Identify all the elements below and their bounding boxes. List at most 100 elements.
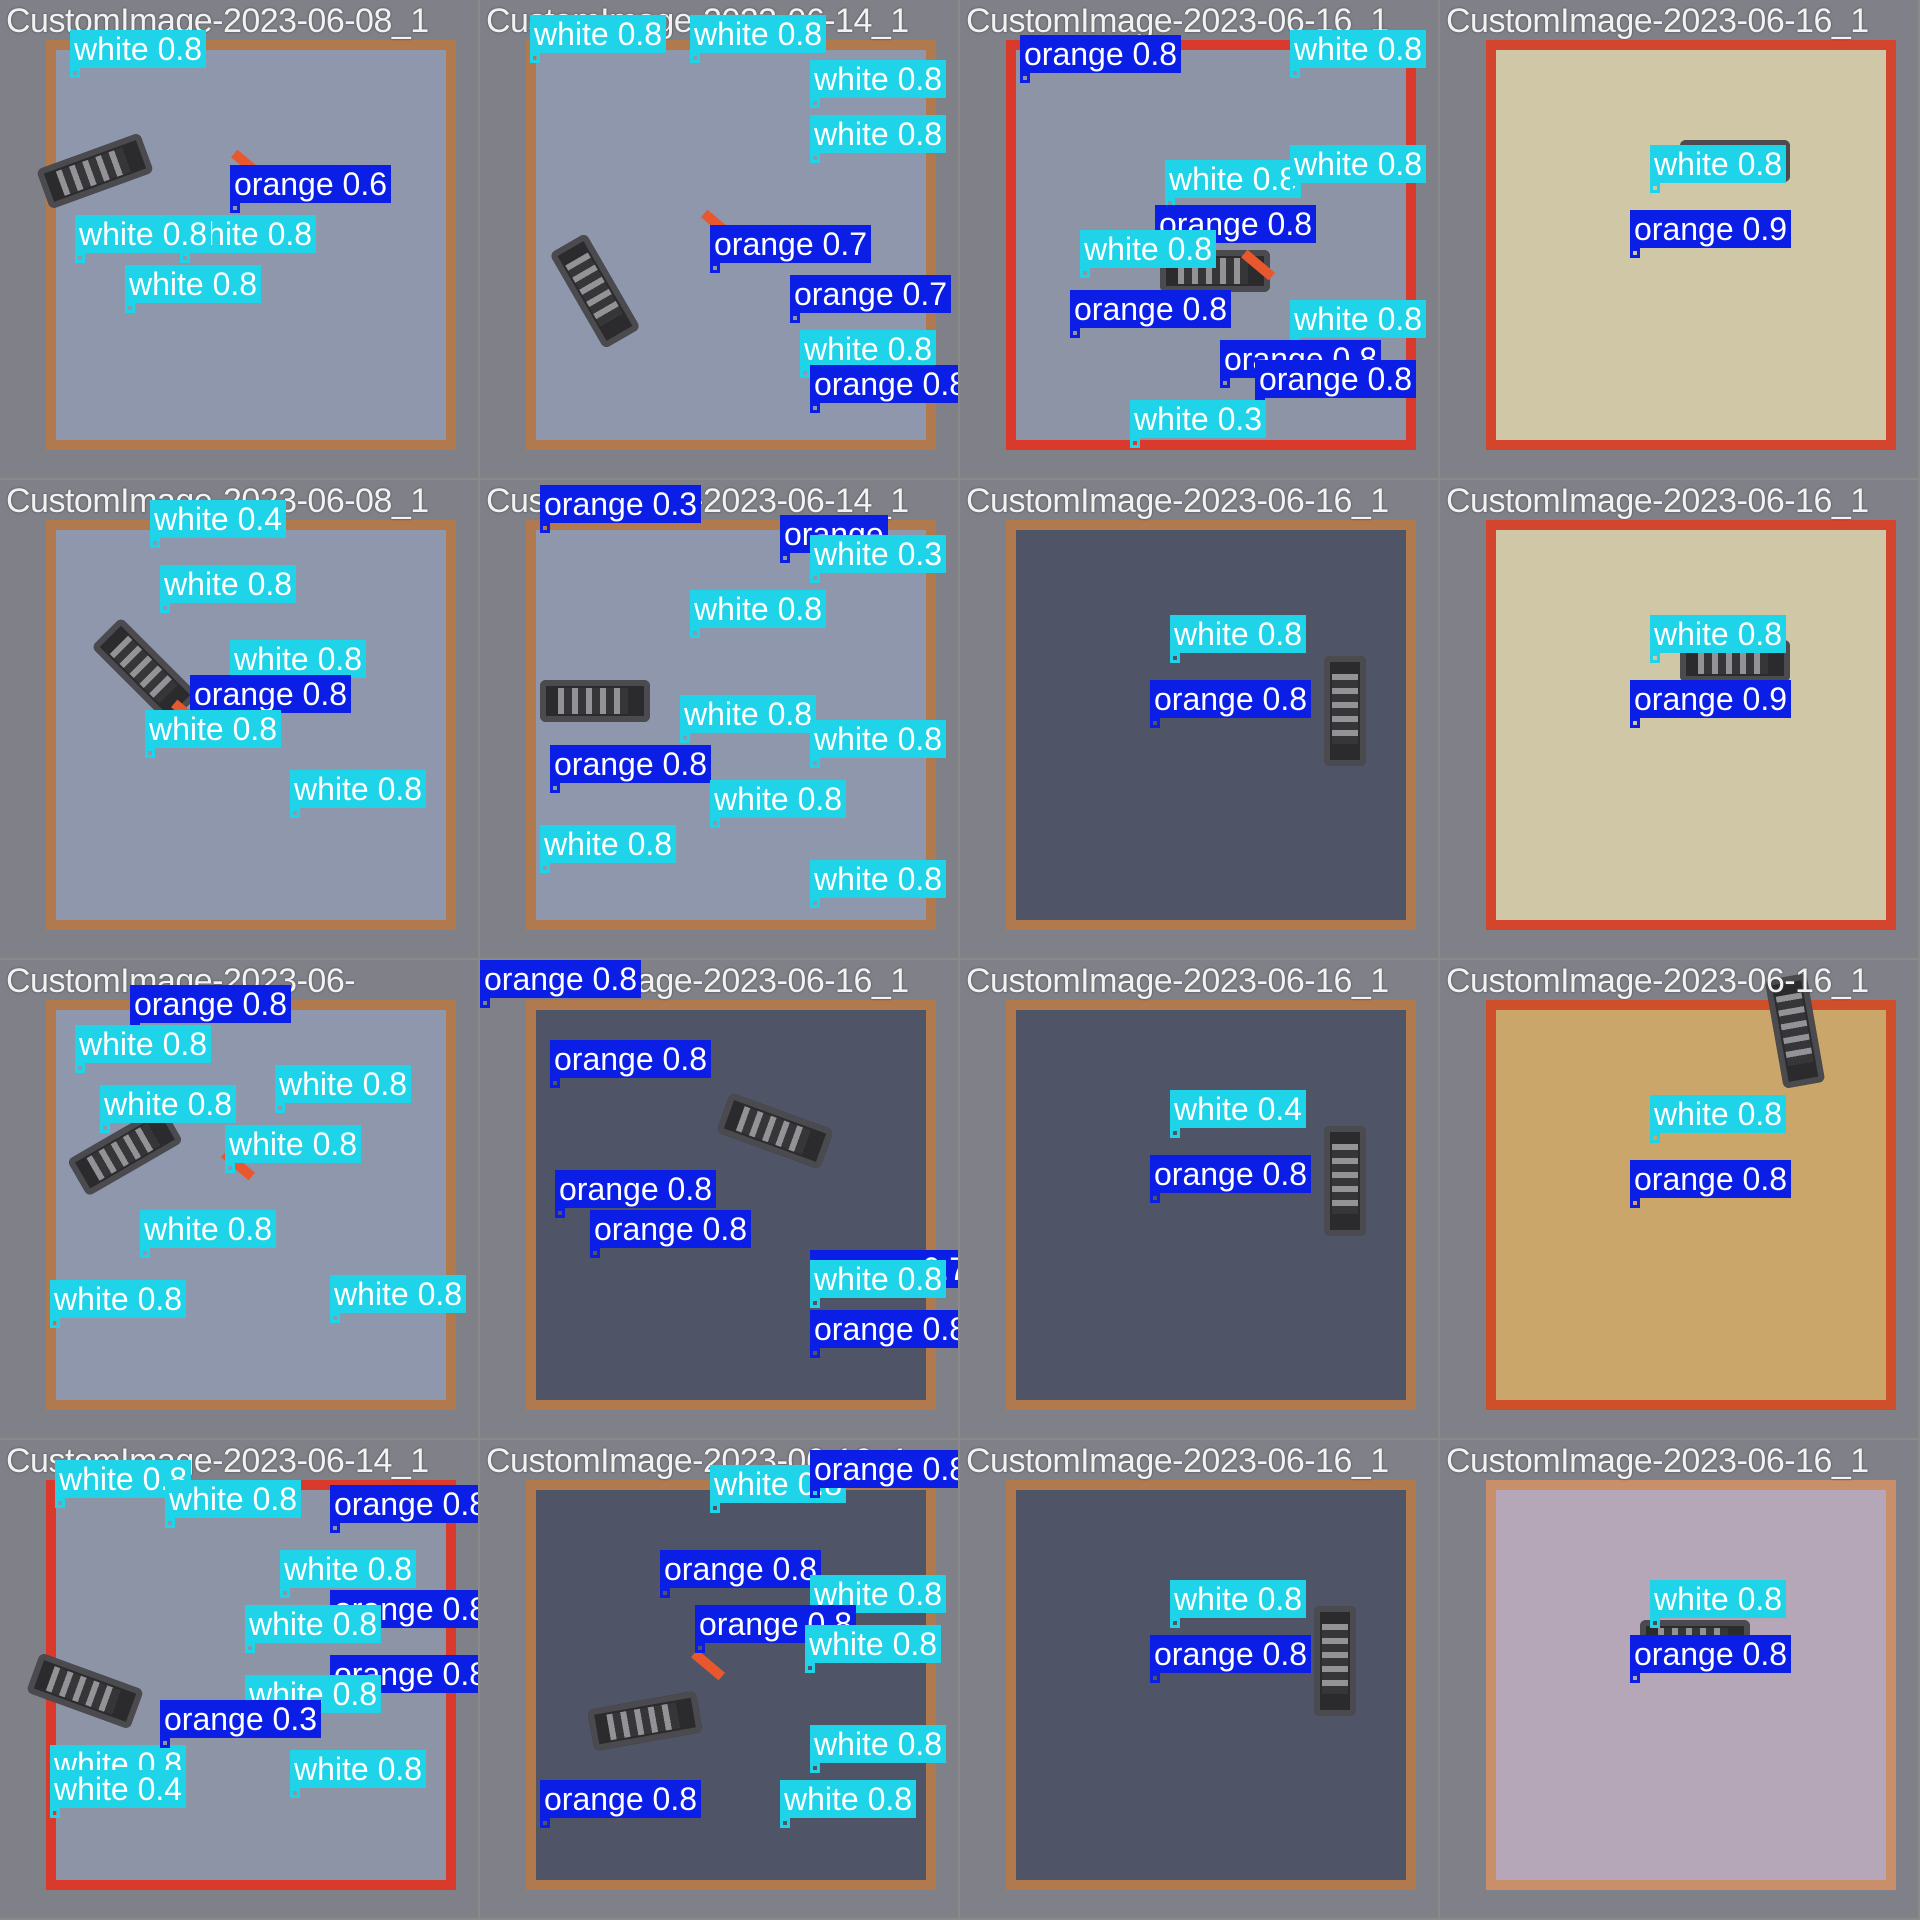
image-tile: CustomImage-2023-06-16_1 white 0.8 orange … — [1440, 1440, 1918, 1918]
image-tile: CustomImage-2023-06-16_1 white 0.8 orange … — [480, 1440, 958, 1918]
detection-box — [75, 1063, 85, 1073]
detection-box — [810, 1763, 820, 1773]
detection-label: orange 0.8 — [1020, 35, 1182, 73]
detection-box — [1630, 1198, 1640, 1208]
detection-label: white 0.8 — [70, 30, 207, 68]
detection-box — [140, 1248, 150, 1258]
detection-label: white 0.8 — [165, 1480, 302, 1518]
detection-label: orange 0.8 — [540, 1780, 702, 1818]
detection-label: white 0.8 — [800, 330, 937, 368]
detection-box — [165, 1518, 175, 1528]
detection-label: orange 0.8 — [1070, 290, 1232, 328]
detection-label: white 0.8 — [1170, 615, 1307, 653]
detection-box — [810, 573, 820, 583]
detection-box — [540, 1818, 550, 1828]
detection-label: white 0.8 — [145, 710, 282, 748]
detection-box — [810, 98, 820, 108]
detection-box — [690, 53, 700, 63]
detection-label: white 0.8 — [810, 115, 947, 153]
detection-label: white 0.8 — [1165, 160, 1302, 198]
arena-floor — [526, 1480, 936, 1890]
tile-title: CustomImage-2023-06-16_1 — [1446, 1442, 1869, 1480]
robot — [1314, 1606, 1356, 1716]
detection-box — [550, 783, 560, 793]
detection-box — [555, 1208, 565, 1218]
detection-box — [810, 153, 820, 163]
detection-label: orange 0.7 — [710, 225, 872, 263]
detection-label: white 0.8 — [810, 720, 947, 758]
detection-box — [1080, 268, 1090, 278]
image-tile: CustomImage-2023-06-16_1 white 0.8 orange … — [1440, 960, 1918, 1438]
detection-label: white 0.8 — [690, 590, 827, 628]
detection-box — [1650, 653, 1660, 663]
detection-label: orange 0.8 — [1255, 360, 1417, 398]
detection-label: white 0.8 — [160, 565, 297, 603]
detection-box — [1170, 653, 1180, 663]
detection-label: orange 0.8 — [550, 745, 712, 783]
detection-box — [275, 1103, 285, 1113]
arena-floor — [1486, 1000, 1896, 1410]
detection-label: white 0.8 — [290, 1750, 427, 1788]
detection-box — [1650, 183, 1660, 193]
detection-box — [160, 1738, 170, 1748]
detection-label: orange 0.8 — [810, 365, 958, 403]
image-tile: CustomImage-2023-06-16_1 white 0.8 orange … — [1440, 0, 1918, 478]
detection-label: white 0.8 — [75, 215, 212, 253]
detection-box — [540, 863, 550, 873]
detection-box — [810, 403, 820, 413]
detection-label: orange 0.8 — [555, 1170, 717, 1208]
detection-box — [695, 1643, 705, 1653]
detection-label: orange 0.8 — [190, 675, 352, 713]
detection-label: white 0.8 — [1650, 145, 1787, 183]
detection-label: white 0.8 — [1080, 230, 1217, 268]
detection-box — [780, 553, 790, 563]
detection-box — [690, 628, 700, 638]
detection-label: white 0.8 — [1650, 1580, 1787, 1618]
arena-floor — [1486, 1480, 1896, 1890]
detection-box — [800, 368, 810, 378]
detection-label: white 0.8 — [540, 825, 677, 863]
arena-floor — [1486, 520, 1896, 930]
robot — [540, 680, 650, 722]
detection-label: orange 0.8 — [1150, 1635, 1312, 1673]
detection-box — [230, 203, 240, 213]
robot — [1324, 1126, 1366, 1236]
detection-box — [710, 263, 720, 273]
detection-label: orange 0.9 — [1630, 680, 1792, 718]
detection-label: white 0.8 — [75, 1025, 212, 1063]
detection-label: orange 0.8 — [480, 960, 642, 998]
detection-box — [100, 1123, 110, 1133]
image-tile: CustomImage-2023-06-16_1 white 0.8 orange … — [960, 1440, 1438, 1918]
detection-label: white 0.8 — [50, 1280, 187, 1318]
tile-title: CustomImage-2023-06-16_1 — [966, 482, 1389, 520]
detection-box — [225, 1163, 235, 1173]
detection-box — [790, 313, 800, 323]
detection-box — [55, 1498, 65, 1508]
detection-label: white 0.8 — [1290, 300, 1427, 338]
detection-label: white 0.8 — [1650, 1095, 1787, 1133]
detection-box — [290, 1788, 300, 1798]
detection-label: white 0.8 — [1650, 615, 1787, 653]
detection-label: orange 0.8 — [1155, 205, 1317, 243]
detection-label: orange 0.7 — [790, 275, 952, 313]
detection-label: white 0.3 — [1130, 400, 1267, 438]
image-tile: CustomImage-2023-06-16_1 orange 0.8 white … — [960, 0, 1438, 478]
detection-box — [530, 53, 540, 63]
detection-box — [125, 303, 135, 313]
detection-box — [810, 1488, 820, 1498]
tile-title: CustomImage-2023-06-16_1 — [966, 1442, 1389, 1480]
detection-box — [680, 733, 690, 743]
detection-box — [810, 1348, 820, 1358]
detection-box — [160, 603, 170, 613]
detection-box — [805, 1663, 815, 1673]
tile-title: CustomImage-2023-06-16_1 — [1446, 482, 1869, 520]
detection-label: white 0.8 — [125, 265, 262, 303]
detection-box — [590, 1248, 600, 1258]
detection-label: orange 0.9 — [1630, 210, 1792, 248]
detection-box — [1070, 328, 1080, 338]
detection-box — [1170, 1128, 1180, 1138]
detection-box — [1630, 248, 1640, 258]
